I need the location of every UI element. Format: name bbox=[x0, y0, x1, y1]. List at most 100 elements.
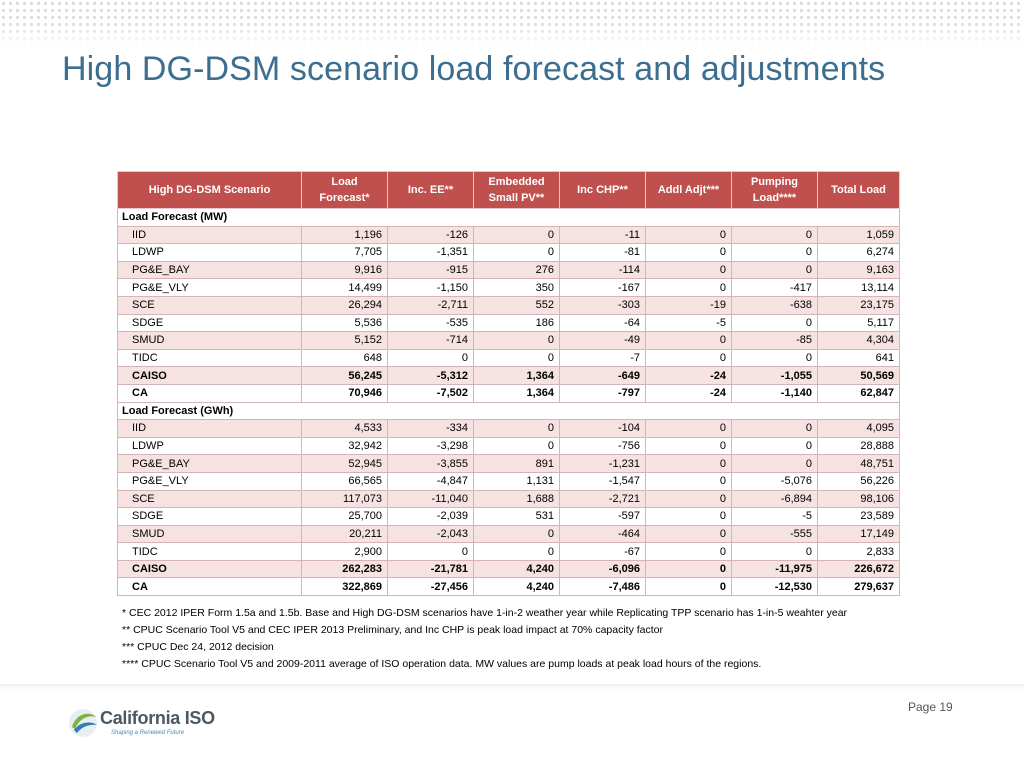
table-cell: 891 bbox=[473, 454, 560, 473]
row-label: SMUD bbox=[117, 331, 302, 350]
table-row: TIDC 648 0 0 -7 0 0 641 bbox=[117, 348, 900, 368]
footnote: * CEC 2012 IPER Form 1.5a and 1.5b. Base… bbox=[122, 607, 848, 619]
row-label: PG&E_BAY bbox=[117, 260, 302, 280]
row-label: SCE bbox=[117, 489, 302, 509]
table-cell: 0 bbox=[731, 419, 818, 438]
table-cell: -1,140 bbox=[731, 383, 818, 403]
table-cell: 62,847 bbox=[817, 383, 900, 403]
table-row: LDWP 32,942 -3,298 0 -756 0 0 28,888 bbox=[117, 436, 900, 456]
row-label: SDGE bbox=[117, 507, 302, 526]
table-cell: 0 bbox=[473, 243, 560, 262]
table-cell: 0 bbox=[645, 489, 732, 509]
table-row: TIDC 2,900 0 0 -67 0 0 2,833 bbox=[117, 542, 900, 561]
table-cell: 0 bbox=[473, 524, 560, 544]
table-cell: 0 bbox=[731, 454, 818, 473]
row-label: TIDC bbox=[117, 542, 302, 561]
table-cell: 48,751 bbox=[817, 454, 900, 473]
row-label: LDWP bbox=[117, 243, 302, 262]
table-cell: -303 bbox=[559, 295, 646, 315]
row-label: PG&E_BAY bbox=[117, 454, 302, 473]
table-cell: 350 bbox=[473, 278, 560, 297]
table-cell: -64 bbox=[559, 313, 646, 333]
table-cell: -1,351 bbox=[387, 243, 474, 262]
table-cell: 0 bbox=[731, 542, 818, 561]
table-cell: -1,231 bbox=[559, 454, 646, 473]
table-cell: 0 bbox=[387, 348, 474, 368]
table-cell: 0 bbox=[473, 419, 560, 438]
table-cell: 648 bbox=[301, 348, 388, 368]
table-cell: -7,486 bbox=[559, 577, 646, 597]
row-label: SDGE bbox=[117, 313, 302, 333]
table-row: SCE 26,294 -2,711 552 -303 -19 -638 23,175 bbox=[117, 295, 900, 315]
table-cell: 2,833 bbox=[817, 542, 900, 561]
table-cell: 0 bbox=[645, 278, 732, 297]
table-cell: -334 bbox=[387, 419, 474, 438]
table-cell: 0 bbox=[473, 542, 560, 561]
footer-divider bbox=[0, 684, 1024, 690]
table-cell: 0 bbox=[473, 331, 560, 350]
table-cell: 0 bbox=[645, 260, 732, 280]
table-row: PG&E_VLY 66,565 -4,847 1,131 -1,547 0 -5,076 56… bbox=[117, 471, 900, 491]
footnote: ** CPUC Scenario Tool V5 and CEC IPER 20… bbox=[122, 624, 664, 636]
table-row: CA 322,869 -27,456 4,240 -7,486 0 -12,530 279,6… bbox=[117, 577, 900, 597]
table-row: IID 1,196 -126 0 -11 0 0 1,059 bbox=[117, 225, 900, 245]
table-cell: -3,298 bbox=[387, 436, 474, 456]
table-cell: 0 bbox=[473, 436, 560, 456]
table-cell: -5 bbox=[731, 507, 818, 526]
table-cell: 322,869 bbox=[301, 577, 388, 597]
table-cell: -49 bbox=[559, 331, 646, 350]
table-section-row: Load Forecast (MW) bbox=[117, 208, 900, 227]
row-label: PG&E_VLY bbox=[117, 471, 302, 491]
table-cell: 1,131 bbox=[473, 471, 560, 491]
column-header: High DG-DSM Scenario bbox=[117, 171, 302, 209]
section-label: Load Forecast (MW) bbox=[117, 208, 900, 227]
table-section-row: Load Forecast (GWh) bbox=[117, 401, 900, 421]
table-cell: -2,043 bbox=[387, 524, 474, 544]
table-cell: 0 bbox=[645, 348, 732, 368]
table-cell: 2,900 bbox=[301, 542, 388, 561]
logo-tagline: Shaping a Renewed Future bbox=[111, 730, 185, 736]
table-cell: -4,847 bbox=[387, 471, 474, 491]
table-cell: -915 bbox=[387, 260, 474, 280]
table-cell: 0 bbox=[645, 243, 732, 262]
table-cell: -7,502 bbox=[387, 383, 474, 403]
table-cell: 641 bbox=[817, 348, 900, 368]
slide-title: High DG-DSM scenario load forecast and a… bbox=[62, 50, 886, 88]
table-cell: 20,211 bbox=[301, 524, 388, 544]
table-cell: 1,364 bbox=[473, 366, 560, 385]
table-cell: 0 bbox=[645, 471, 732, 491]
table-cell: -649 bbox=[559, 366, 646, 385]
california-iso-logo-icon bbox=[69, 709, 97, 737]
table-cell: -6,894 bbox=[731, 489, 818, 509]
table-cell: 0 bbox=[645, 225, 732, 245]
column-header: Embedded Small PV** bbox=[473, 171, 560, 209]
table-cell: -3,855 bbox=[387, 454, 474, 473]
table-cell: 5,152 bbox=[301, 331, 388, 350]
table-cell: 9,163 bbox=[817, 260, 900, 280]
table-cell: 5,117 bbox=[817, 313, 900, 333]
row-label: PG&E_VLY bbox=[117, 278, 302, 297]
table-cell: -114 bbox=[559, 260, 646, 280]
table-cell: -27,456 bbox=[387, 577, 474, 597]
table-cell: 14,499 bbox=[301, 278, 388, 297]
table-cell: 4,240 bbox=[473, 577, 560, 597]
table-cell: -11 bbox=[559, 225, 646, 245]
table-cell: -67 bbox=[559, 542, 646, 561]
table-cell: 0 bbox=[645, 577, 732, 597]
row-label: LDWP bbox=[117, 436, 302, 456]
table-cell: -535 bbox=[387, 313, 474, 333]
table-row: CAISO 262,283 -21,781 4,240 -6,096 0 -11,975 22… bbox=[117, 559, 900, 579]
table-cell: -714 bbox=[387, 331, 474, 350]
table-cell: 552 bbox=[473, 295, 560, 315]
table-row: IID 4,533 -334 0 -104 0 0 4,095 bbox=[117, 419, 900, 438]
table-cell: 28,888 bbox=[817, 436, 900, 456]
table-row: PG&E_VLY 14,499 -1,150 350 -167 0 -417 13,114 bbox=[117, 278, 900, 297]
table-cell: 117,073 bbox=[301, 489, 388, 509]
table-cell: 0 bbox=[645, 436, 732, 456]
load-forecast-table: High DG-DSM Scenario Load Forecast* Inc.… bbox=[117, 171, 900, 597]
logo-wordmark: California ISO bbox=[100, 708, 215, 728]
column-header: Total Load bbox=[817, 171, 900, 209]
table-cell: 25,700 bbox=[301, 507, 388, 526]
table-cell: 9,916 bbox=[301, 260, 388, 280]
row-label: SMUD bbox=[117, 524, 302, 544]
